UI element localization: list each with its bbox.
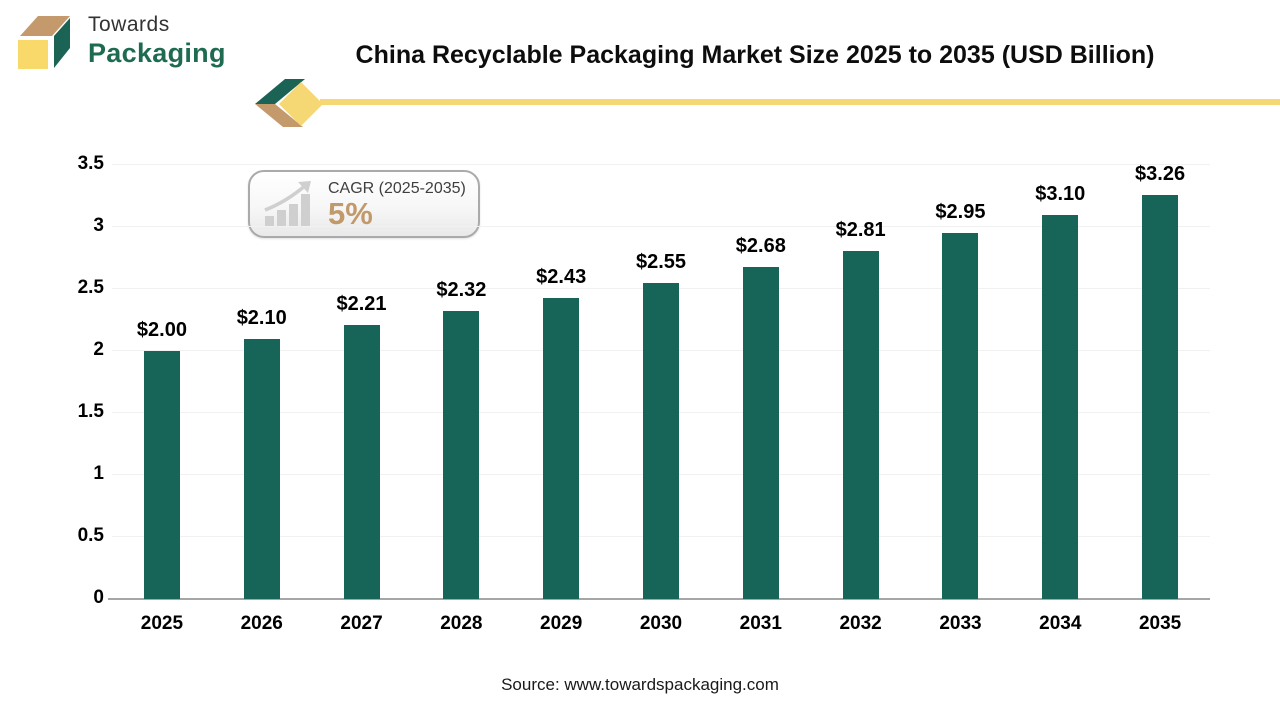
brand-name-line2: Packaging	[88, 38, 226, 68]
cagr-value: 5%	[328, 195, 373, 231]
bar-value-label: $3.10	[1035, 182, 1086, 205]
y-axis-label: 2	[93, 339, 104, 360]
y-axis-label: 3.5	[77, 153, 104, 174]
y-axis: 0 0.5 1 1.5 2 2.5 3 3.5	[0, 153, 104, 608]
cagr-badge-text: CAGR (2025-2035) 5%	[328, 180, 466, 229]
y-axis-label: 1.5	[77, 401, 104, 422]
x-axis-label: 2025	[140, 613, 184, 634]
title-underline-rule	[320, 99, 1280, 105]
bar-value-label: $2.00	[136, 319, 187, 341]
y-axis-label: 3	[93, 215, 104, 236]
x-axis: 2025 2026 2027 2028 2029 2030 2031 2032 2033 2034…	[112, 613, 1210, 643]
y-axis-label: 0	[93, 587, 104, 608]
page-title: China Recyclable Packaging Market Size 2…	[355, 41, 1155, 69]
x-axis-label: 2033	[939, 613, 982, 634]
y-axis-label: 1	[93, 463, 104, 484]
y-axis-label: 0.5	[77, 525, 104, 546]
x-axis-label: 2032	[839, 613, 882, 634]
diamond-decoration-icon	[255, 79, 323, 127]
bar	[243, 338, 280, 599]
bar-value-label: $2.10	[236, 306, 287, 329]
gridline	[112, 164, 1210, 165]
bar-value-label: $2.81	[835, 218, 886, 241]
bar-value-label: $2.21	[336, 292, 387, 315]
bar	[343, 324, 380, 599]
gridline	[112, 226, 1210, 227]
bar	[143, 351, 180, 599]
bar-value-label: $2.32	[436, 279, 487, 302]
y-axis-label: 2.5	[77, 277, 104, 298]
bar-value-label: $3.26	[1135, 162, 1186, 185]
x-axis-label: 2028	[440, 613, 483, 634]
x-axis-label: 2026	[240, 613, 283, 634]
box-logo-icon	[18, 16, 70, 69]
cagr-label: CAGR (2025-2035)	[328, 179, 466, 197]
x-axis-label: 2030	[639, 613, 683, 634]
bar-value-label: $2.68	[735, 234, 786, 257]
bar	[643, 282, 679, 599]
bar-value-label: $2.95	[935, 201, 986, 224]
bar	[742, 266, 779, 599]
bar	[543, 297, 580, 599]
plot-area: $2.00 $2.10 $2.21 $2.32 $2.43 $2.55 $2.68 $2.81…	[108, 163, 1210, 600]
x-axis-label: 2035	[1138, 613, 1182, 634]
brand-logo-text: Towards Packaging	[88, 13, 226, 69]
bar	[443, 311, 480, 599]
growth-chart-icon	[264, 181, 311, 226]
brand-name-line1: Towards	[88, 13, 170, 36]
x-axis-label: 2031	[739, 613, 782, 634]
brand-logo: Towards Packaging	[12, 10, 226, 72]
bar-value-label: $2.43	[536, 265, 587, 288]
bar	[942, 233, 979, 599]
x-axis-label: 2027	[340, 613, 383, 634]
x-axis-label: 2034	[1039, 613, 1082, 634]
x-axis-label: 2029	[540, 613, 583, 634]
bar	[1042, 214, 1079, 599]
x-axis-line	[108, 598, 1210, 600]
bar	[842, 250, 879, 599]
bar	[1142, 194, 1179, 599]
source-text: Source: www.towardspackaging.com	[501, 675, 779, 694]
bar-value-label: $2.55	[635, 250, 687, 273]
